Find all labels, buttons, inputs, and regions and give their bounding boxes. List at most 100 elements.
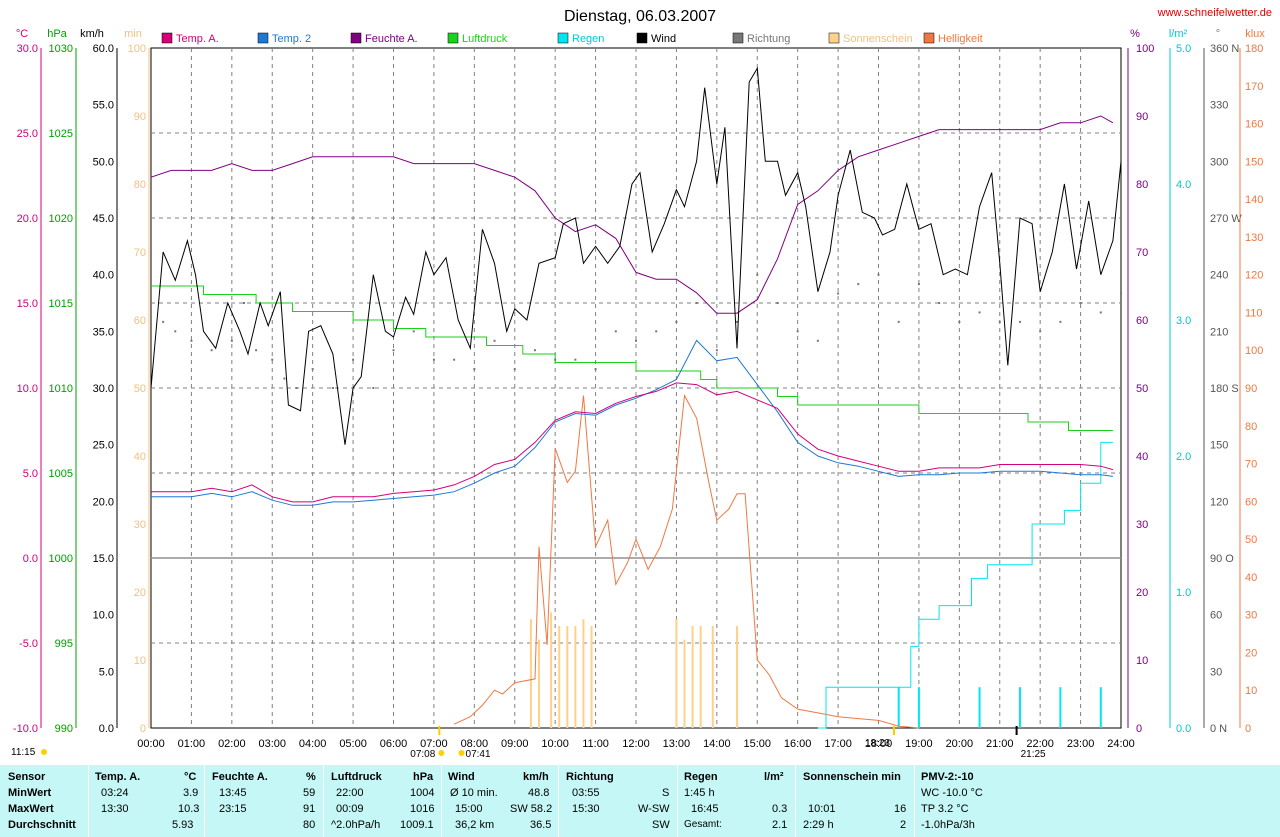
direction-dot xyxy=(635,339,637,342)
time-label: 11:15 xyxy=(11,747,36,758)
summary-separator xyxy=(558,765,559,837)
legend-label: Wind xyxy=(651,33,676,45)
axis-tick-label: 1005 xyxy=(49,468,73,480)
direction-dot xyxy=(756,273,759,276)
summary-luftdruck-unit: hPa xyxy=(413,771,434,783)
x-tick-label: 16:00 xyxy=(784,738,812,750)
legend-label: Temp. A. xyxy=(176,33,219,45)
axis-tick-label: 35.0 xyxy=(93,326,114,338)
noon-label: 07:41 xyxy=(466,749,491,760)
axis-tick-label: 25.0 xyxy=(17,128,38,140)
direction-dot xyxy=(210,349,213,352)
axis-tick-label: 20.0 xyxy=(17,213,38,225)
axis-tick-label: -10.0 xyxy=(13,723,38,735)
axis-tick-label: 90 xyxy=(134,111,146,123)
axis-tick-label: 0 xyxy=(140,723,146,735)
axis-unit-label: % xyxy=(1130,28,1140,40)
summary-richtung-min-time: 03:55 xyxy=(572,787,600,799)
direction-dot xyxy=(796,330,799,333)
direction-dot xyxy=(776,302,779,304)
axis-tick-label: 70 xyxy=(1136,247,1148,259)
axis-tick-label: 180 S xyxy=(1210,383,1239,395)
series-regen xyxy=(817,441,1113,729)
direction-dot xyxy=(614,330,617,333)
summary-sonne-row2-time: 10:01 xyxy=(808,803,836,815)
axis-tick-label: 1.0 xyxy=(1176,587,1191,599)
summary-regen-row2: 0.3 xyxy=(772,803,788,815)
direction-dot xyxy=(1099,311,1102,314)
legend-label: Helligkeit xyxy=(938,33,983,45)
legend-swatch xyxy=(923,32,935,44)
direction-dot xyxy=(917,283,920,286)
direction-dot xyxy=(1039,330,1042,333)
axis-unit-label: °C xyxy=(16,28,28,40)
summary-sonne-row2: 16 xyxy=(894,803,907,815)
direction-dot xyxy=(432,358,435,361)
summary-feuchte-max: 91 xyxy=(303,803,316,815)
axis-tick-label: 120 xyxy=(1245,270,1263,282)
direction-dot xyxy=(255,349,258,352)
axis-tick-label: 45.0 xyxy=(93,213,114,225)
direction-dot xyxy=(655,330,658,333)
axis-tick-label: 60 xyxy=(1136,315,1148,327)
direction-dot xyxy=(392,349,395,352)
axis-tick-label: 170 xyxy=(1245,81,1263,93)
axis-tick-label: 20.0 xyxy=(93,496,114,508)
legend-label: Temp. 2 xyxy=(272,33,311,45)
summary-regen-row2-time: 16:45 xyxy=(691,803,719,815)
x-tick-label: 21:00 xyxy=(986,738,1014,750)
x-tick-label: 12:00 xyxy=(622,738,650,750)
summary-feuchte-min-time: 13:45 xyxy=(219,787,247,799)
axis-tick-label: 110 xyxy=(1245,307,1263,319)
summary-regen-row1: 1:45 h xyxy=(684,787,715,799)
axis-tick-label: 180 xyxy=(1245,43,1263,55)
legend-label: Richtung xyxy=(747,33,790,45)
axis-tick-label: 130 xyxy=(1245,232,1263,244)
axis-tick-label: 30 xyxy=(1136,519,1148,531)
axis-tick-label: 20 xyxy=(1136,587,1148,599)
axis-tick-label: 5.0 xyxy=(99,666,114,678)
legend-swatch xyxy=(161,32,173,44)
legend-label: Luftdruck xyxy=(462,33,508,45)
summary-regen-row3: 2.1 xyxy=(772,819,788,831)
legend-label: Regen xyxy=(572,33,604,45)
axis-tick-label: 50 xyxy=(1245,534,1257,546)
legend-swatch xyxy=(257,32,269,44)
axis-unit-label: ° xyxy=(1216,28,1220,40)
summary-regen-unit: l/m² xyxy=(764,771,784,783)
summary-luftdruck-trend: ^2.0hPa/h xyxy=(331,819,381,831)
direction-dot xyxy=(695,302,698,304)
axis-tick-label: 15.0 xyxy=(93,553,114,565)
axis-tick-label: 40 xyxy=(1136,451,1148,463)
axis-unit-label: min xyxy=(124,28,142,40)
direction-dot xyxy=(816,339,819,342)
direction-dot xyxy=(736,320,739,323)
axis-tick-label: 1020 xyxy=(49,213,73,225)
axis-tick-label: 25.0 xyxy=(93,440,114,452)
summary-richtung-max-time: 15:30 xyxy=(572,803,600,815)
axis-tick-label: 240 xyxy=(1210,270,1228,282)
direction-dot xyxy=(162,320,165,323)
direction-dot xyxy=(493,339,496,342)
axis-unit-label: l/m² xyxy=(1169,28,1188,40)
summary-wind-avg: 36.5 xyxy=(530,819,552,831)
summary-feuchte-avg: 80 xyxy=(303,819,316,831)
axis-tick-label: 0 N xyxy=(1210,723,1227,735)
axis-unit-label: klux xyxy=(1245,28,1265,40)
axis-tick-label: 990 xyxy=(55,723,73,735)
direction-dot xyxy=(473,368,476,371)
series-temp-a xyxy=(151,382,1114,503)
axis-tick-label: -5.0 xyxy=(19,638,38,650)
x-tick-label: 23:00 xyxy=(1067,738,1095,750)
summary-separator xyxy=(914,765,915,837)
axis-tick-label: 1015 xyxy=(49,298,73,310)
axis-tick-label: 90 xyxy=(1245,383,1257,395)
axis-tick-label: 10.0 xyxy=(17,383,38,395)
summary-sonne-row3: 2 xyxy=(900,819,907,831)
summary-feuchte-header: Feuchte A. xyxy=(212,771,268,783)
axis-tick-label: 60 xyxy=(134,315,146,327)
axis-unit-label: hPa xyxy=(47,28,67,40)
summary-feuchte-unit: % xyxy=(306,771,316,783)
website-label: www.schneifelwetter.de xyxy=(1157,7,1272,19)
